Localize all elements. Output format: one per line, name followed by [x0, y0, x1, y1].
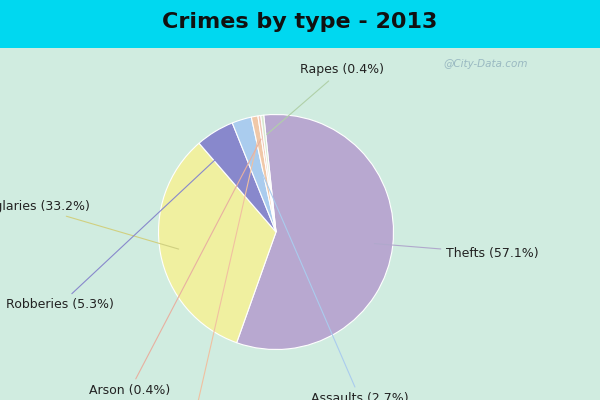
Text: Robberies (5.3%): Robberies (5.3%) [6, 152, 224, 311]
Wedge shape [158, 143, 276, 343]
Wedge shape [232, 117, 276, 232]
Text: Crimes by type - 2013: Crimes by type - 2013 [163, 12, 437, 32]
Wedge shape [236, 114, 394, 350]
Wedge shape [261, 115, 276, 232]
Text: Burglaries (33.2%): Burglaries (33.2%) [0, 200, 179, 249]
Text: Arson (0.4%): Arson (0.4%) [89, 139, 261, 397]
Text: Assaults (2.7%): Assaults (2.7%) [249, 142, 409, 400]
Wedge shape [258, 116, 276, 232]
Text: @City-Data.com: @City-Data.com [443, 59, 528, 69]
Text: Thefts (57.1%): Thefts (57.1%) [374, 244, 539, 260]
Text: Rapes (0.4%): Rapes (0.4%) [267, 63, 383, 134]
Text: Auto thefts (0.9%): Auto thefts (0.9%) [138, 140, 258, 400]
Wedge shape [251, 116, 276, 232]
Wedge shape [199, 123, 276, 232]
